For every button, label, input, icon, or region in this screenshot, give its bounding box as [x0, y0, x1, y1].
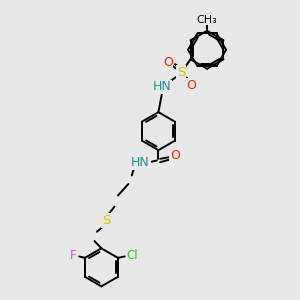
Text: O: O — [163, 56, 173, 68]
Text: F: F — [70, 249, 76, 262]
Text: CH₃: CH₃ — [197, 15, 218, 25]
Text: HN: HN — [152, 80, 171, 93]
Text: O: O — [186, 79, 196, 92]
Text: Cl: Cl — [127, 249, 138, 262]
Text: HN: HN — [131, 156, 150, 169]
Text: S: S — [177, 66, 185, 79]
Text: O: O — [170, 149, 180, 162]
Text: S: S — [102, 214, 110, 227]
